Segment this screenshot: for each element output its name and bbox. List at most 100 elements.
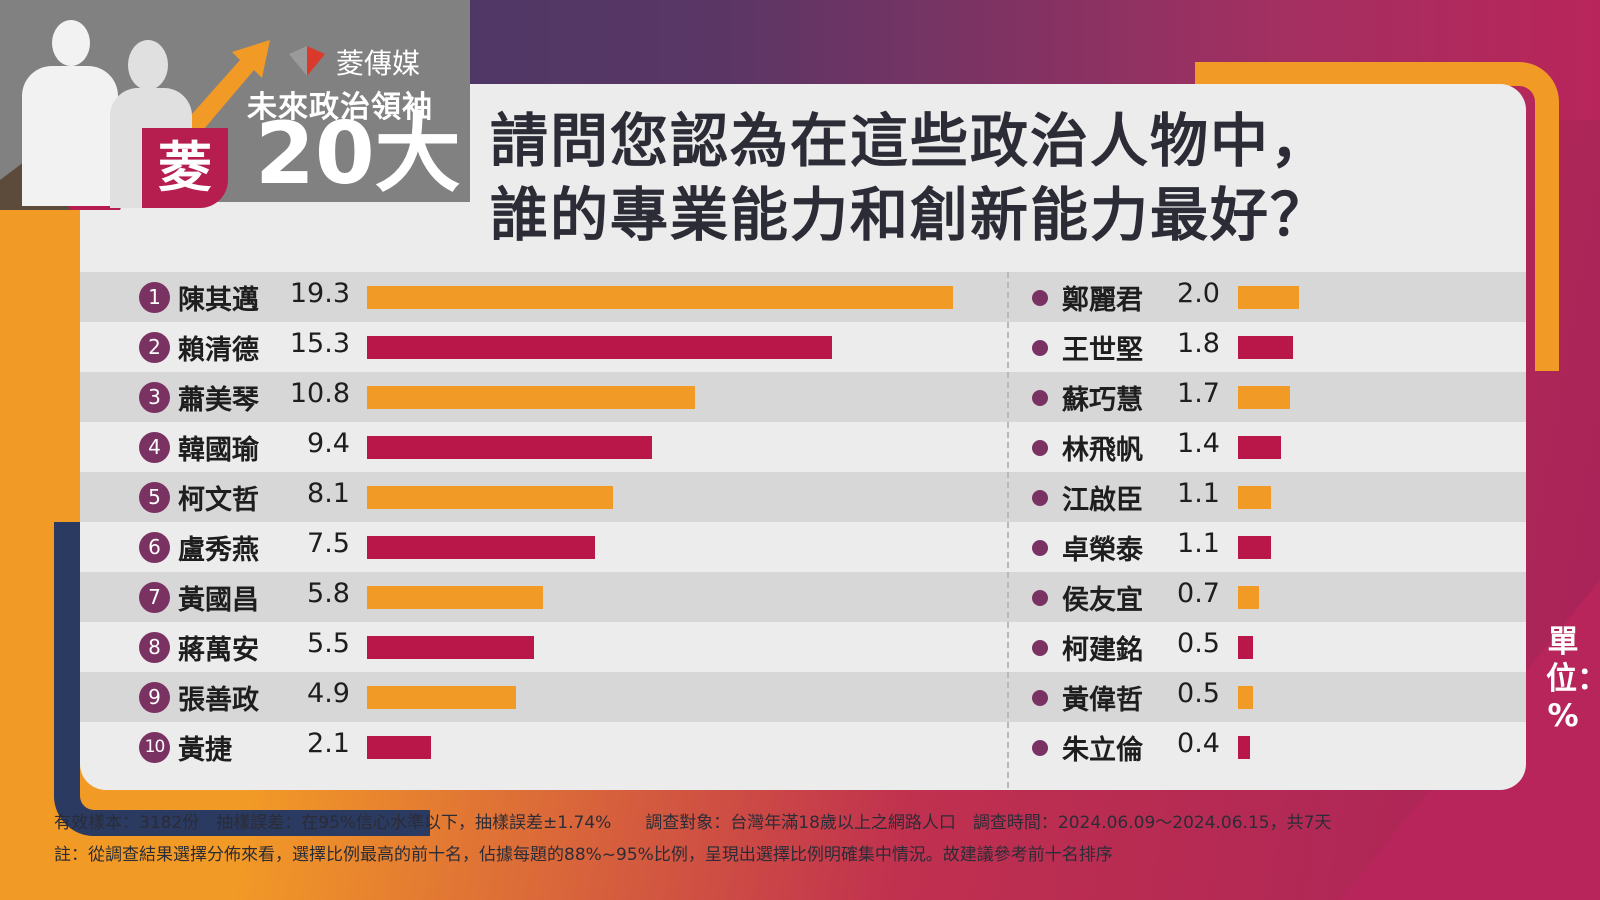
rank-badge: 3 [139, 382, 170, 413]
header-big-number: 20大 [255, 104, 461, 204]
value-label: 10.8 [289, 378, 350, 409]
table-row: 7 黃國昌 5.8 侯友宜 0.7 [80, 572, 1526, 622]
candidate-name: 蔣萬安 [178, 635, 259, 666]
value-label: 15.3 [289, 328, 350, 359]
candidate-name: 陳其邁 [178, 285, 259, 316]
person-silhouette-icon [22, 66, 118, 206]
rank-badge: 5 [139, 482, 170, 513]
bullet-dot [1032, 390, 1048, 406]
rank-badge: 1 [139, 282, 170, 313]
value-label: 2.1 [307, 728, 350, 759]
bar [367, 686, 516, 709]
value-label: 1.7 [1177, 378, 1220, 409]
navy-frame-accent [54, 522, 430, 836]
brand-logo-icon [289, 46, 325, 76]
value-label: 0.4 [1177, 728, 1220, 759]
table-row: 4 韓國瑜 9.4 林飛帆 1.4 [80, 422, 1526, 472]
candidate-name: 蕭美琴 [178, 385, 259, 416]
bar [367, 736, 431, 759]
footer-note: 註：從調查結果選擇分佈來看，選擇比例最高的前十名，佔據每題的88%~95%比例，… [54, 845, 1113, 865]
table-row: 8 蔣萬安 5.5 柯建銘 0.5 [80, 622, 1526, 672]
footer-survey-info: 有效樣本：3182份 抽樣誤差：在95%信心水準以下，抽樣誤差±1.74% 調查… [54, 813, 1332, 833]
unit-label: 單位：% [1546, 624, 1600, 734]
bar [367, 286, 953, 309]
value-label: 9.4 [307, 428, 350, 459]
bullet-dot [1032, 440, 1048, 456]
bar [1238, 486, 1272, 509]
value-label: 0.7 [1177, 578, 1220, 609]
candidate-name: 黃捷 [178, 735, 232, 766]
table-row: 5 柯文哲 8.1 江啟臣 1.1 [80, 472, 1526, 522]
bullet-dot [1032, 290, 1048, 306]
value-label: 0.5 [1177, 678, 1220, 709]
bar [1238, 636, 1254, 659]
bar [367, 636, 534, 659]
candidate-name: 柯建銘 [1062, 635, 1143, 666]
chart-title: 請問您認為在這些政治人物中， 誰的專業能力和創新能力最好？ [490, 104, 1330, 252]
table-row: 9 張善政 4.9 黃偉哲 0.5 [80, 672, 1526, 722]
candidate-name: 王世堅 [1062, 335, 1143, 366]
value-label: 5.8 [307, 578, 350, 609]
table-row: 2 賴清德 15.3 王世堅 1.8 [80, 322, 1526, 372]
candidate-name: 黃國昌 [178, 585, 259, 616]
candidate-name: 柯文哲 [178, 485, 259, 516]
value-label: 2.0 [1177, 278, 1220, 309]
value-label: 8.1 [307, 478, 350, 509]
candidate-name: 黃偉哲 [1062, 685, 1143, 716]
bar [1238, 336, 1293, 359]
candidate-name: 卓榮泰 [1062, 535, 1143, 566]
person-head-icon [128, 40, 168, 90]
rank-badge: 4 [139, 432, 170, 463]
bullet-dot [1032, 340, 1048, 356]
candidate-name: 鄭麗君 [1062, 285, 1143, 316]
value-label: 19.3 [289, 278, 350, 309]
bar [1238, 736, 1251, 759]
bullet-dot [1032, 740, 1048, 756]
rank-badge: 2 [139, 332, 170, 363]
bar [1238, 686, 1254, 709]
chart-title-line-2: 誰的專業能力和創新能力最好？ [490, 181, 1331, 249]
orange-frame-accent [1195, 62, 1559, 371]
value-label: 1.4 [1177, 428, 1220, 459]
bar [367, 436, 653, 459]
candidate-name: 賴清德 [178, 335, 259, 366]
rank-badge: 7 [139, 582, 170, 613]
table-row: 1 陳其邁 19.3 鄭麗君 2.0 [80, 272, 1526, 322]
candidate-name: 侯友宜 [1062, 585, 1143, 616]
bullet-dot [1032, 590, 1048, 606]
candidate-name: 盧秀燕 [178, 535, 259, 566]
chart-title-line-1: 請問您認為在這些政治人物中， [490, 107, 1331, 175]
ling-badge: 菱 [142, 128, 228, 208]
table-row: 3 蕭美琴 10.8 蘇巧慧 1.7 [80, 372, 1526, 422]
bar [367, 336, 832, 359]
person-head-icon [52, 20, 90, 66]
rank-badge: 9 [139, 682, 170, 713]
value-label: 4.9 [307, 678, 350, 709]
rank-badge: 10 [139, 732, 170, 763]
candidate-name: 蘇巧慧 [1062, 385, 1143, 416]
table-row: 6 盧秀燕 7.5 卓榮泰 1.1 [80, 522, 1526, 572]
table-row: 10 黃捷 2.1 朱立倫 0.4 [80, 722, 1526, 772]
candidate-name: 林飛帆 [1062, 435, 1143, 466]
bullet-dot [1032, 690, 1048, 706]
bar [367, 536, 595, 559]
bullet-dot [1032, 540, 1048, 556]
candidate-name: 張善政 [178, 685, 259, 716]
header-block: 菱 菱傳媒 未來政治領袖 20大 [0, 0, 470, 210]
header-subtitle: 未來政治領袖 [247, 90, 433, 125]
bar [367, 586, 544, 609]
value-label: 7.5 [307, 528, 350, 559]
value-label: 1.1 [1177, 528, 1220, 559]
bar [367, 486, 613, 509]
column-divider [1007, 272, 1009, 788]
brand-name: 菱傳媒 [336, 47, 421, 80]
value-label: 1.8 [1177, 328, 1220, 359]
value-label: 5.5 [307, 628, 350, 659]
bar [1238, 386, 1290, 409]
candidate-name: 朱立倫 [1062, 735, 1143, 766]
value-label: 0.5 [1177, 628, 1220, 659]
value-label: 1.1 [1177, 478, 1220, 509]
rank-badge: 8 [139, 632, 170, 663]
bullet-dot [1032, 640, 1048, 656]
